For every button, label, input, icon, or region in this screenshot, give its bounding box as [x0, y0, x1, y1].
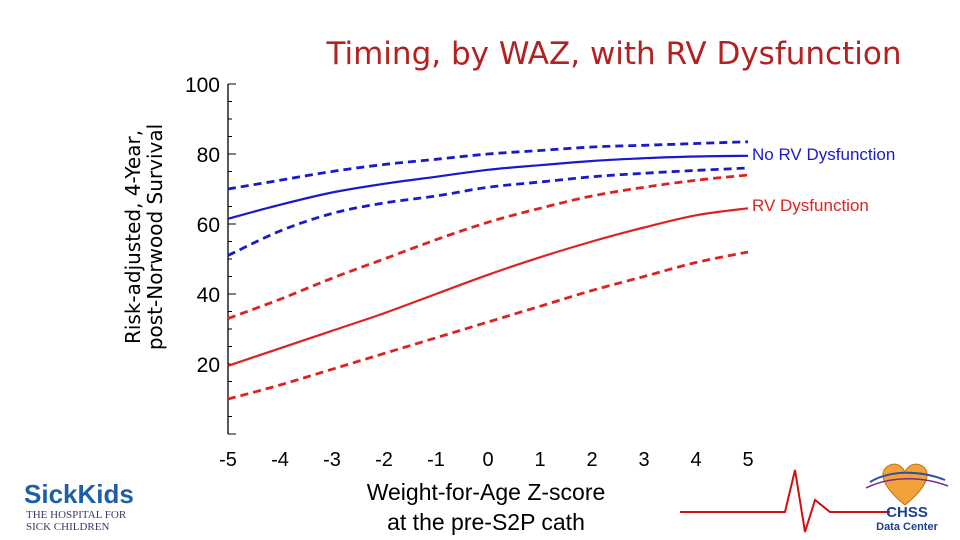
y-axis-label-line-2: post-Norwood Survival: [143, 124, 167, 350]
x-tick-label: -5: [219, 449, 237, 471]
sickkids-logo-line-1: THE HOSPITAL FOR: [26, 509, 127, 521]
x-tick-label: -1: [427, 449, 445, 471]
sickkids-logo-line-2: SICK CHILDREN: [26, 521, 109, 533]
y-tick-label: 60: [197, 214, 220, 237]
series-line-no-rv-dysfunction-upper-ci: [227, 140, 749, 191]
x-tick-label: -4: [271, 449, 289, 471]
x-tick-label: -2: [375, 449, 393, 471]
swoosh-icon: [869, 471, 946, 483]
chss-logo-line-2: Data Center: [876, 521, 938, 533]
y-tick-label: 20: [197, 354, 220, 377]
sickkids-logo-brand: SickKids: [24, 479, 134, 509]
heartbeat-line-icon: [680, 469, 890, 533]
chart-title: Timing, by WAZ, with RV Dysfunction: [326, 36, 902, 72]
y-axis-label: Risk-adjusted, 4-Year, post-Norwood Surv…: [121, 124, 167, 350]
x-tick-label: -3: [323, 449, 341, 471]
x-tick-label: 0: [482, 449, 493, 471]
chss-logo-line-1: CHSS: [886, 504, 928, 521]
x-axis-label-line-1: Weight-for-Age Z-score: [367, 479, 606, 505]
x-tick-label: 4: [690, 449, 701, 471]
annotation-rv-dysfunction: RV Dysfunction: [752, 196, 869, 215]
series-line-rv-dysfunction: [227, 207, 749, 367]
x-tick-label: 3: [638, 449, 649, 471]
x-tick-label: 2: [586, 449, 597, 471]
y-tick-labels: 20 40 60 80 100: [185, 74, 220, 377]
series-line-rv-dysfunction-lower-ci: [227, 250, 749, 401]
y-tick-label: 100: [185, 74, 220, 97]
chss-data-center-logo: CHSS Data Center: [680, 463, 949, 533]
swoosh-icon: [865, 478, 949, 489]
x-tick-label: 5: [742, 449, 753, 471]
x-axis-label-line-2: at the pre-S2P cath: [387, 509, 585, 535]
heart-icon: [882, 463, 928, 506]
series-line-rv-dysfunction-upper-ci: [227, 173, 749, 320]
series-line-no-rv-dysfunction-lower-ci: [227, 166, 749, 257]
x-tick-label: 1: [534, 449, 545, 471]
x-tick-labels: -5 -4 -3 -2 -1 0 1 2 3 4 5: [219, 449, 753, 471]
y-tick-label: 40: [197, 284, 220, 307]
y-axis: [227, 83, 236, 435]
y-tick-label: 80: [197, 144, 220, 167]
sickkids-logo: SickKids THE HOSPITAL FOR SICK CHILDREN: [24, 479, 134, 533]
series-line-no-rv-dysfunction: [227, 154, 749, 220]
y-axis-label-line-1: Risk-adjusted, 4-Year,: [121, 130, 145, 344]
annotation-no-rv-dysfunction: No RV Dysfunction: [752, 145, 895, 164]
series-lines: [227, 140, 749, 401]
